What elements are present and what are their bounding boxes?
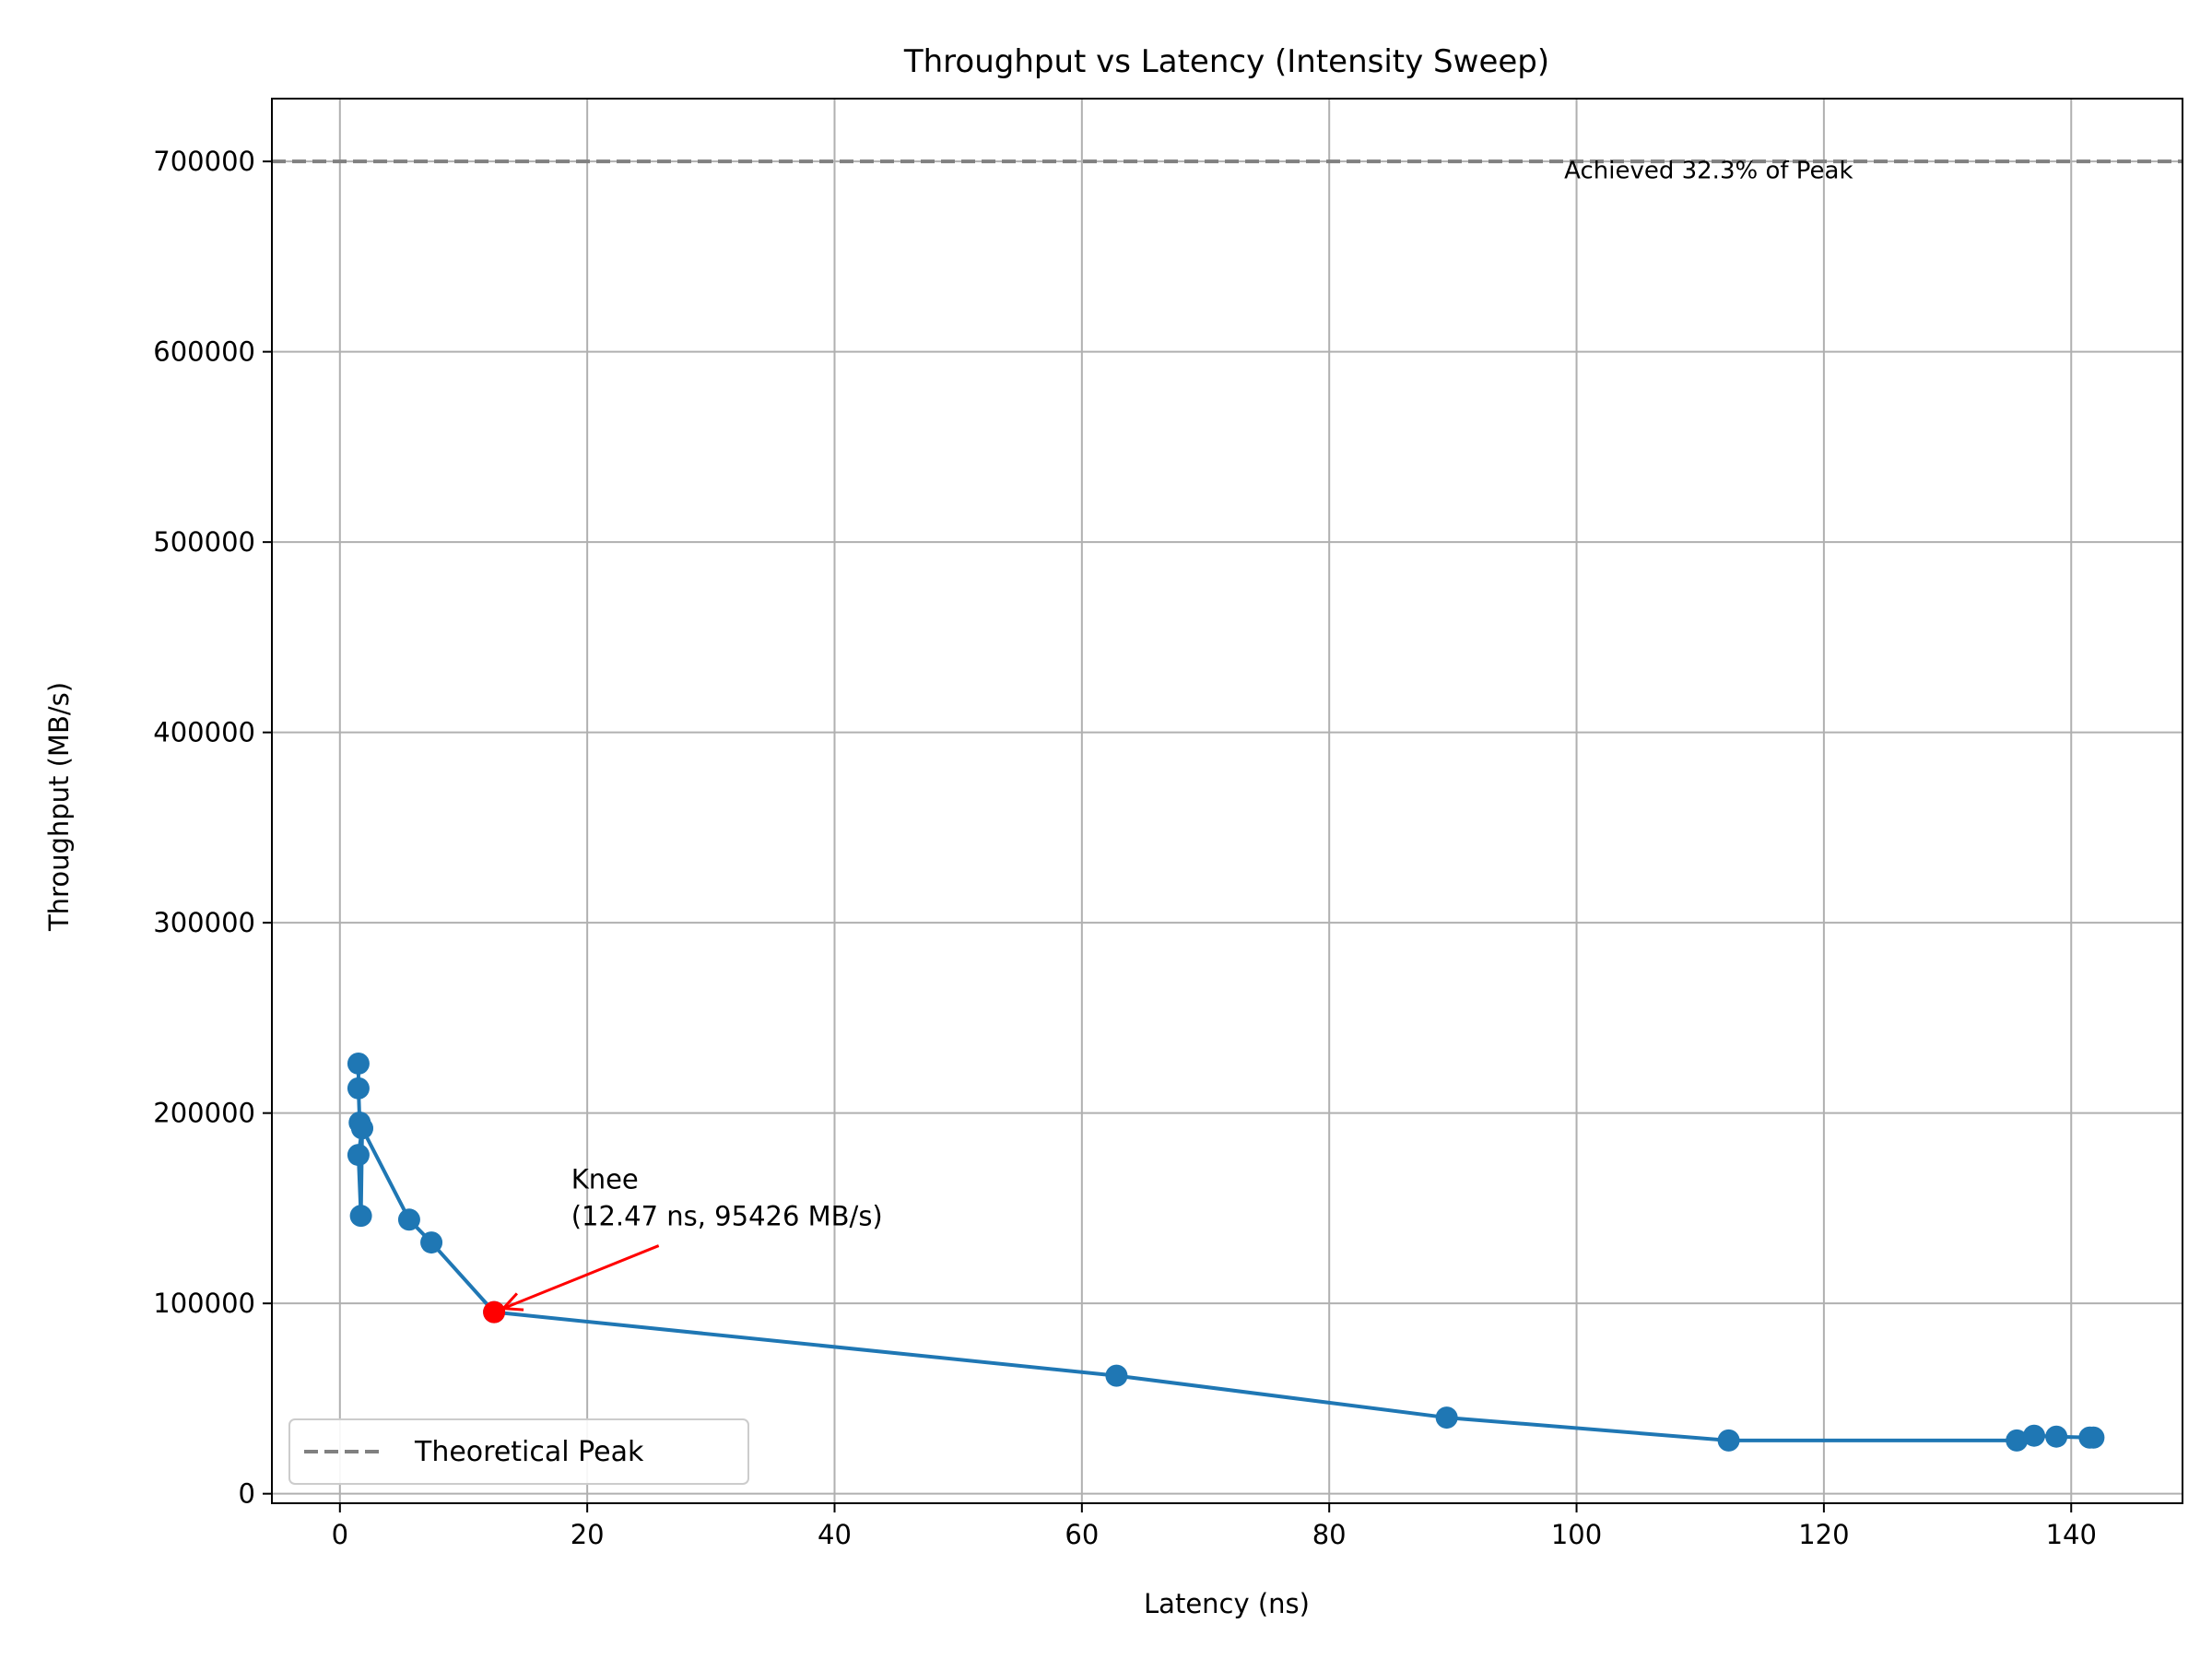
data-point [2006,1429,2029,1452]
y-tick-label: 700000 [153,146,255,177]
knee-arrow-head [500,1292,524,1312]
data-point [397,1208,420,1231]
data-point [2045,1425,2068,1448]
legend-label-theoretical-peak: Theoretical Peak [414,1436,644,1468]
series-line [356,1063,2094,1442]
data-point [347,1144,370,1167]
peak-percentage-note: Achieved 32.3% of Peak [1564,158,1853,185]
x-tick-label: 120 [1798,1519,1849,1550]
knee-point [483,1300,506,1324]
y-tick-label: 400000 [153,717,255,748]
x-tick-label: 0 [332,1519,348,1550]
x-tick-label: 140 [2046,1519,2097,1550]
x-axis-label: Latency (ns) [1144,1588,1310,1619]
x-tick-label: 100 [1551,1519,1602,1550]
x-tick-label: 80 [1312,1519,1347,1550]
x-tick-label: 60 [1065,1519,1099,1550]
data-point [420,1231,443,1254]
grid [272,99,2183,1503]
plot-area-frame [271,98,2183,1504]
y-tick-label: 0 [239,1478,255,1510]
knee-arrow-shaft [502,1244,660,1311]
y-tick-label: 100000 [153,1288,255,1319]
data-point [2082,1426,2105,1449]
series-layer [347,1052,2105,1452]
x-tick-label: 20 [571,1519,605,1550]
chart-title: Throughput vs Latency (Intensity Sweep) [903,43,1549,80]
y-axis-label: Throughput (MB/s) [43,682,75,932]
y-tick-label: 300000 [153,907,255,938]
data-point [1435,1406,1458,1430]
annotation-layer [483,1244,660,1324]
y-tick-label: 200000 [153,1098,255,1129]
data-point [350,1117,373,1140]
y-tick-label: 600000 [153,336,255,368]
data-point [2022,1424,2045,1447]
data-point [1105,1364,1128,1387]
knee-annotation-coordinates: (12.47 ns, 95426 MB/s) [571,1201,883,1232]
legend-box [288,1418,749,1485]
data-point [1717,1429,1740,1452]
data-point [349,1205,372,1228]
data-point [347,1077,370,1100]
y-tick-label: 500000 [153,526,255,558]
tick-layer: 0 20 40 60 80 100 120 140 0 100000 200000 300000 400… [153,146,2097,1550]
x-tick-label: 40 [818,1519,852,1550]
knee-annotation-title: Knee [571,1164,639,1195]
legend: Theoretical Peak [288,1418,749,1485]
data-point [347,1052,370,1075]
